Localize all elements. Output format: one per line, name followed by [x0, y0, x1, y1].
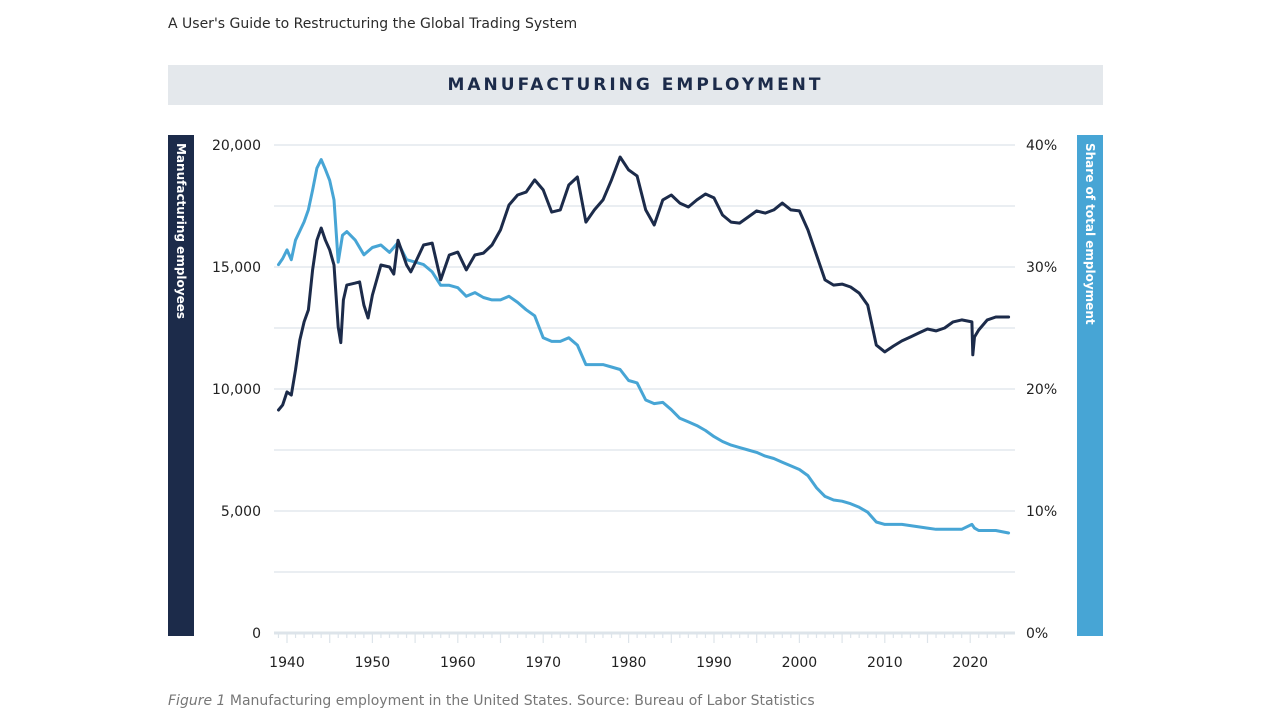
x-tick-label: 1990 [696, 655, 732, 671]
x-axis: 1940 1950 1960 1970 1980 1990 2000 2010 2020 [269, 631, 1015, 671]
x-tick-label: 2020 [952, 655, 988, 671]
left-axis-label: Manufacturing employees [174, 143, 188, 320]
document-header: A User's Guide to Restructuring the Glob… [168, 16, 578, 32]
y2-tick-label: 0% [1026, 626, 1048, 642]
y-tick-label: 0 [252, 626, 261, 642]
series-lines [277, 155, 1011, 535]
share-of-total-line [277, 158, 1011, 535]
left-axis-label-panel: Manufacturing employees [168, 135, 194, 636]
x-tick-label: 1950 [355, 655, 391, 671]
y2-tick-label: 20% [1026, 382, 1057, 398]
caption-label: Figure 1 [168, 693, 226, 709]
y-tick-label: 15,000 [212, 260, 261, 276]
x-tick-label: 1960 [440, 655, 476, 671]
right-axis-label: Share of total employment [1083, 143, 1097, 325]
manufacturing-employees-line [277, 155, 1011, 412]
y-tick-label: 20,000 [212, 138, 261, 154]
caption-text: Manufacturing employment in the United S… [229, 693, 815, 709]
x-tick-label: 1970 [525, 655, 561, 671]
y2-tick-label: 30% [1026, 260, 1057, 276]
x-tick-label: 1980 [611, 655, 647, 671]
x-tick-label: 2000 [782, 655, 818, 671]
right-axis-label-panel: Share of total employment [1077, 135, 1103, 636]
y-axis-left: 0 5,000 10,000 15,000 20,000 [212, 138, 261, 642]
x-tick-label: 1940 [269, 655, 305, 671]
y-tick-label: 5,000 [221, 504, 261, 520]
chart-title: MANUFACTURING EMPLOYMENT [447, 75, 824, 95]
y2-tick-label: 40% [1026, 138, 1057, 154]
y-axis-right: 0% 10% 20% 30% 40% [1026, 138, 1057, 642]
chart-title-bar: MANUFACTURING EMPLOYMENT [168, 65, 1103, 105]
y2-tick-label: 10% [1026, 504, 1057, 520]
x-tick-label: 2010 [867, 655, 903, 671]
figure-caption: Figure 1 Manufacturing employment in the… [168, 693, 815, 709]
y-tick-label: 10,000 [212, 382, 261, 398]
gridlines [274, 144, 1015, 573]
